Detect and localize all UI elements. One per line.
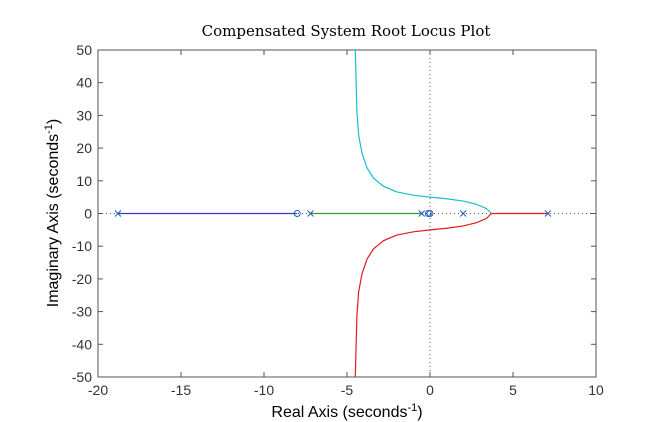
y-tick-label: 30 [76,107,92,123]
chart-title: Compensated System Root Locus Plot [202,22,491,40]
x-tick-label: 0 [426,382,434,398]
y-tick-label: -20 [72,271,92,287]
pole-marker-stroke [307,210,314,217]
x-tick-label: -20 [88,382,108,398]
pole-marker-stroke [544,210,552,217]
y-tick-label: 20 [76,140,92,156]
x-tick-label: 10 [588,382,604,398]
y-tick-label: 10 [76,173,92,189]
y-axis-label: Imaginary Axis (seconds-1) [43,119,62,308]
x-tick-label: -10 [254,382,274,398]
y-tick-label: -50 [72,369,92,385]
y-tick-label: 50 [76,42,92,58]
x-tick-label: -5 [341,382,354,398]
x-tick-label: -15 [171,382,191,398]
pole-zero-markers [114,210,552,217]
pole-marker-stroke [114,210,122,217]
x-axis-label: Real Axis (seconds-1) [271,402,422,421]
x-tick-label: 5 [509,382,517,398]
pole-marker-stroke [459,210,467,217]
y-tick-label: 0 [84,206,92,222]
y-tick-label: -40 [72,336,92,352]
zero-marker [293,210,301,217]
pole-marker [307,210,314,217]
pole-marker [418,210,426,217]
locus-branch-cyan-4 [354,49,492,214]
pole-marker-stroke [418,210,426,217]
zero-marker [426,210,434,217]
y-tick-label: 40 [76,75,92,91]
locus-branch-red-3 [354,213,492,378]
locus-branches [117,49,548,378]
y-tick-label: -10 [72,238,92,254]
pole-marker [114,210,122,217]
pole-marker [544,210,552,217]
y-tick-label: -30 [72,304,92,320]
axis-ticks: -20 -15 -10 -5 0 5 10-50-40-30-20-100102030405… [72,42,604,398]
pole-marker [459,210,467,217]
